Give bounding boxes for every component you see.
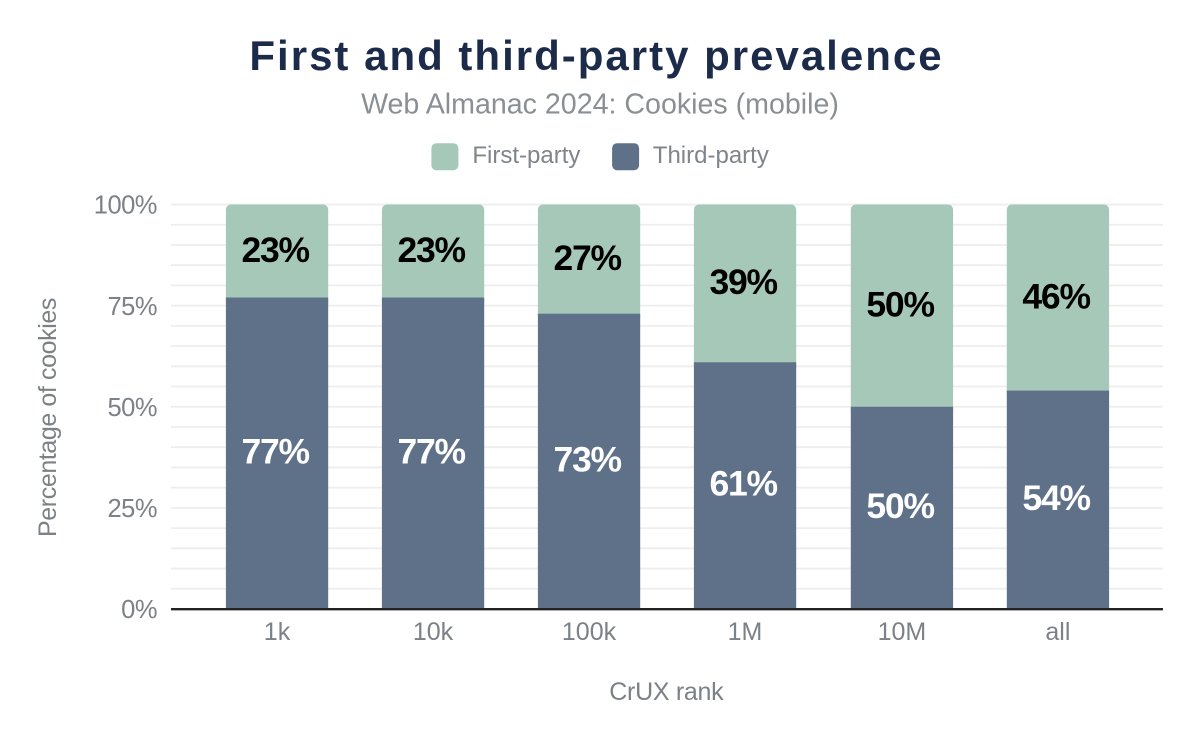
svg-text:54%: 54% <box>1022 478 1090 518</box>
svg-text:Percentage of cookies: Percentage of cookies <box>34 298 62 537</box>
svg-text:75%: 75% <box>107 293 157 321</box>
svg-text:23%: 23% <box>241 230 309 270</box>
svg-text:77%: 77% <box>241 431 309 471</box>
svg-text:39%: 39% <box>709 262 777 302</box>
svg-text:100%: 100% <box>94 191 157 219</box>
svg-text:50%: 50% <box>866 486 934 526</box>
svg-text:10k: 10k <box>413 618 454 646</box>
svg-text:Third-party: Third-party <box>653 142 769 169</box>
svg-text:First and third-party prevalen: First and third-party prevalence <box>249 32 943 79</box>
svg-text:46%: 46% <box>1022 276 1090 316</box>
svg-text:10M: 10M <box>878 618 927 646</box>
svg-text:73%: 73% <box>553 439 621 479</box>
svg-text:CrUX rank: CrUX rank <box>609 678 724 706</box>
svg-text:27%: 27% <box>553 238 621 278</box>
svg-text:50%: 50% <box>866 284 934 324</box>
svg-text:Web Almanac 2024: Cookies (mob: Web Almanac 2024: Cookies (mobile) <box>361 89 839 121</box>
svg-text:1k: 1k <box>264 618 291 646</box>
svg-text:100k: 100k <box>562 618 617 646</box>
svg-text:0%: 0% <box>121 596 157 624</box>
svg-text:25%: 25% <box>107 495 157 523</box>
svg-text:First-party: First-party <box>472 142 580 169</box>
svg-text:23%: 23% <box>397 230 465 270</box>
svg-text:1M: 1M <box>728 618 763 646</box>
svg-text:50%: 50% <box>107 394 157 422</box>
svg-text:61%: 61% <box>709 464 777 504</box>
svg-text:77%: 77% <box>397 431 465 471</box>
svg-text:all: all <box>1045 618 1070 646</box>
